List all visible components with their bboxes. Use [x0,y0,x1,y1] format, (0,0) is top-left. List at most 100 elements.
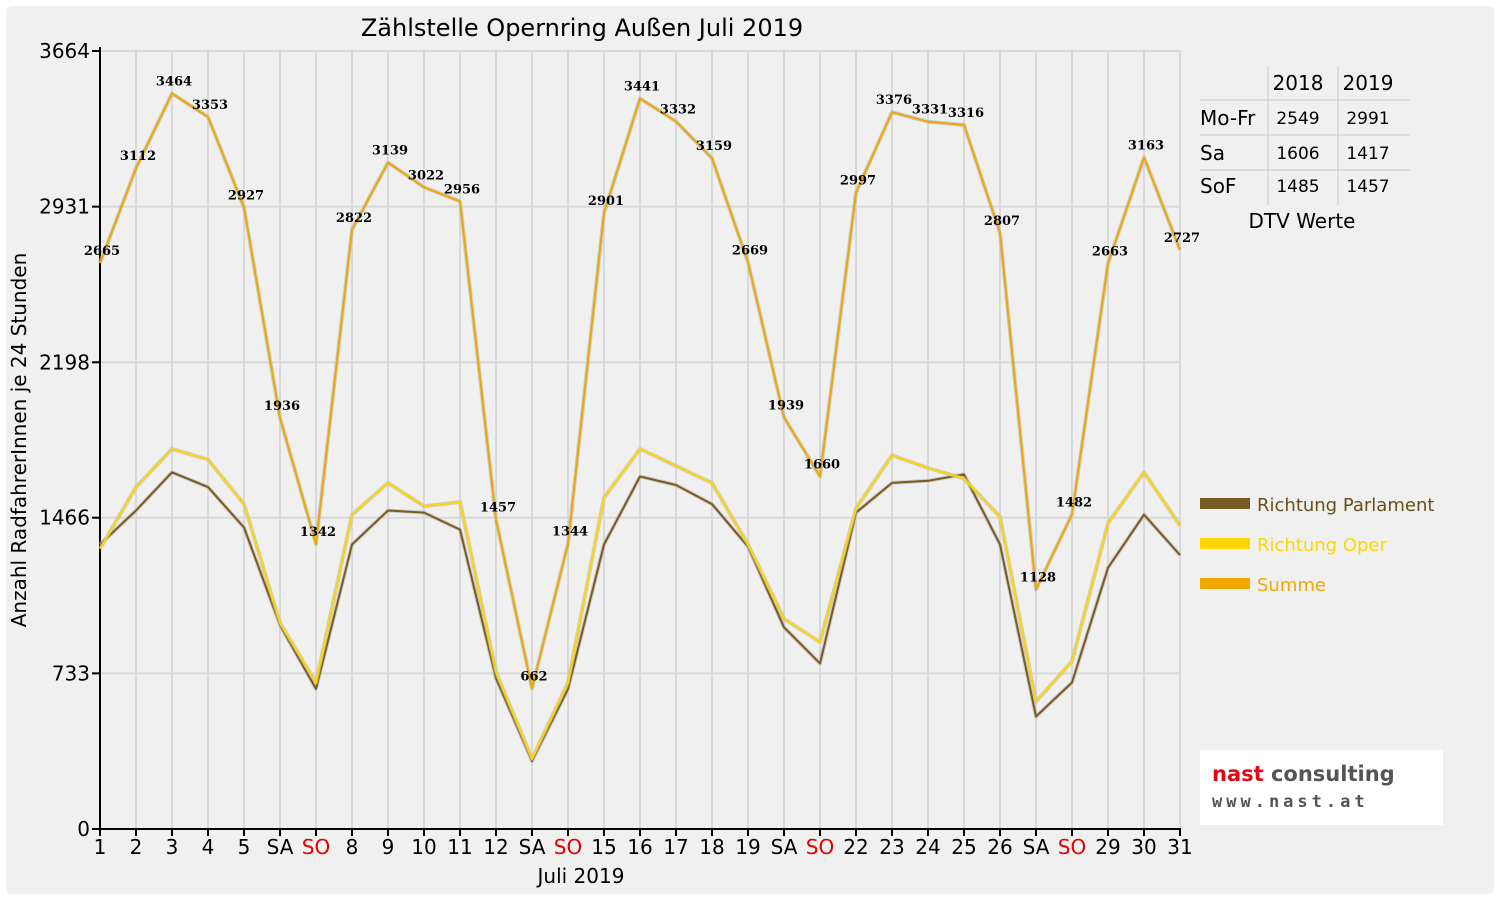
x-tick-label: SO [806,835,834,859]
grid-lines [100,50,1181,829]
data-label: 2727 [1164,231,1200,246]
legend-swatch [1200,578,1250,589]
series-line [99,92,1181,690]
data-label: 1457 [480,501,516,516]
data-label: 3139 [372,143,408,158]
data-label: 3159 [696,139,732,154]
data-label: 1482 [1056,495,1092,510]
x-tick-label: 16 [627,835,652,859]
x-tick-label: 22 [843,835,868,859]
x-tick-label: SO [1058,835,1086,859]
y-tick-label: 733 [52,661,90,685]
table-cell: 1457 [1346,177,1389,197]
x-tick-label: 17 [663,835,688,859]
series-line [99,447,1181,760]
table-cell: 1485 [1276,177,1319,197]
data-label: 662 [520,669,547,684]
table-caption: DTV Werte [1249,209,1356,233]
table-cell: 1417 [1346,144,1389,164]
data-label: 3022 [408,168,444,183]
x-tick-label: 8 [346,835,359,859]
y-tick-label: 3664 [39,39,90,63]
x-tick-label: 1 [94,835,107,859]
chart-frame [6,6,1494,894]
series-lines [98,91,1182,764]
logo-name-part2: consulting [1270,762,1395,786]
logo-url: www.nast.at [1212,792,1369,812]
x-tick-label: 19 [735,835,760,859]
y-tick-label: 1466 [39,506,90,530]
data-label: 3332 [660,102,696,117]
x-tick-label: SA [267,835,294,859]
data-label: 3464 [156,74,192,89]
x-tick-label: SA [1023,835,1050,859]
x-axis-label: Juli 2019 [536,864,625,888]
data-label: 3353 [192,98,228,113]
data-label: 2807 [984,214,1020,229]
x-tick-label: 5 [238,835,251,859]
x-tick-labels: 1 2 3 4 5 SA SO 8 9 10 11 12 SA SO 15 16 17 18 19 SA SO 22 23 2… [94,835,1193,859]
x-tick-label: 15 [591,835,616,859]
data-label: 1128 [1020,570,1056,585]
x-tick-label: SO [554,835,582,859]
axes [92,47,1181,836]
table-cell: 2991 [1346,109,1389,129]
legend-label: Richtung Oper [1257,535,1388,556]
x-tick-label: 11 [447,835,472,859]
data-label: 2669 [732,243,768,258]
chart-title: Zählstelle Opernring Außen Juli 2019 [361,14,803,42]
table-cell: 2549 [1276,109,1319,129]
data-label: 2927 [228,188,264,203]
data-label: 3376 [876,93,912,108]
table-row-label: Mo-Fr [1200,106,1256,130]
table-row-label: SoF [1200,174,1236,198]
data-label: 1342 [300,525,336,540]
data-label: 3163 [1128,138,1164,153]
x-tick-label: 31 [1167,835,1192,859]
table-year-header: 2019 [1343,71,1394,95]
data-label: 3316 [948,106,984,121]
data-label: 1344 [552,525,588,540]
legend: Richtung Parlament Richtung Oper Summe [1200,495,1434,596]
table-row-label: Sa [1200,141,1225,165]
x-tick-label: SO [302,835,330,859]
x-tick-label: 24 [915,835,940,859]
data-label: 2663 [1092,245,1128,260]
y-tick-label: 2931 [39,195,90,219]
data-label: 2901 [588,194,624,209]
table-year-header: 2018 [1273,71,1324,95]
data-label: 2822 [336,211,372,226]
logo-name-part1: nast [1212,762,1271,786]
logo-name: nast consulting [1212,762,1395,786]
data-label: 3441 [624,79,660,94]
data-label: 1936 [264,399,300,414]
x-tick-label: 12 [483,835,508,859]
y-tick-label: 2198 [39,350,90,374]
x-tick-label: 25 [951,835,976,859]
x-tick-label: SA [771,835,798,859]
nast-consulting-logo: nast consulting www.nast.at [1200,750,1443,825]
data-label: 2997 [840,174,876,189]
x-tick-label: 26 [987,835,1012,859]
y-tick-label: 0 [77,817,90,841]
x-tick-label: 18 [699,835,724,859]
x-tick-label: 4 [202,835,215,859]
x-tick-label: SA [519,835,546,859]
x-tick-label: 10 [411,835,436,859]
legend-label: Richtung Parlament [1257,495,1434,516]
table-cell: 1606 [1276,144,1319,164]
legend-label: Summe [1257,575,1326,596]
x-tick-label: 2 [130,835,143,859]
y-axis-label: Anzahl RadfahrerInnen je 24 Stunden [7,253,31,628]
x-tick-label: 3 [166,835,179,859]
dtv-table: 2018 2019 Mo-Fr 2549 2991 Sa 1606 1417 SoF 1485 14… [1200,66,1410,233]
data-label: 1660 [804,458,840,473]
legend-swatch [1200,538,1250,549]
y-tick-labels: 0 733 1466 2198 2931 3664 [39,39,90,841]
x-tick-label: 23 [879,835,904,859]
x-tick-label: 9 [382,835,395,859]
data-label: 2956 [444,182,480,197]
data-label: 1939 [768,398,804,413]
